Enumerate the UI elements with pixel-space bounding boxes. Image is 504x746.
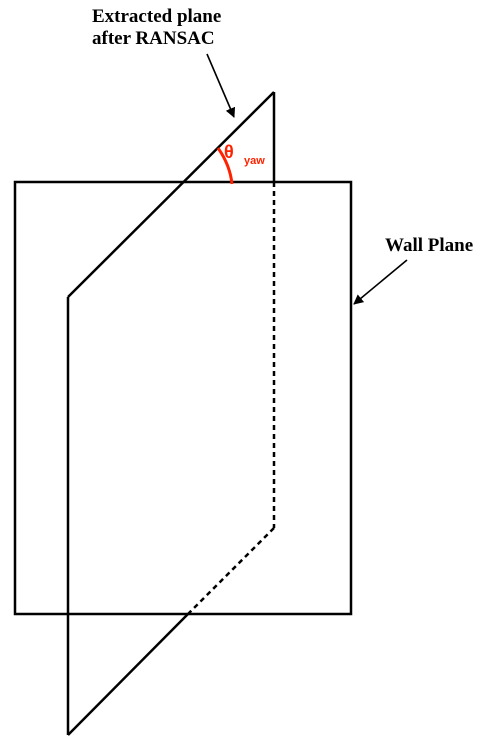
extracted-plane-label: Extracted plane after RANSAC	[92, 6, 221, 50]
yaw-angle-arc	[216, 147, 234, 185]
extracted-plane-label-line2: after RANSAC	[92, 28, 215, 49]
wall-plane-label: Wall Plane	[385, 235, 474, 256]
wall-plane-pointer-arrow	[353, 259, 408, 305]
extracted-plane-bottom-edge-visible	[67, 613, 189, 736]
extracted-plane-top-edge	[67, 91, 275, 298]
extracted-plane-label-line1: Extracted plane	[92, 6, 222, 27]
theta-symbol: θ	[224, 142, 234, 162]
extracted-plane-bottom-edge-hidden	[187, 527, 275, 615]
theta-subscript: yaw	[244, 155, 265, 167]
extracted-plane-pointer-arrow	[206, 53, 236, 118]
wall-plane-rectangle	[13, 180, 353, 616]
